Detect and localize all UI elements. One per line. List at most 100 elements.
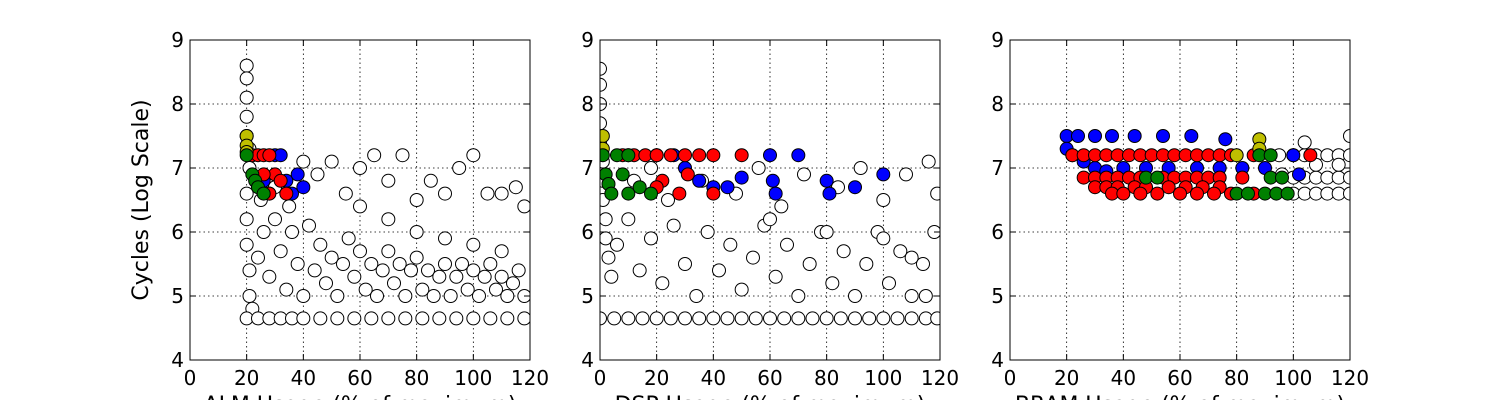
scatter-point [859,257,874,271]
scatter-point [438,186,452,201]
scatter-point [242,263,257,278]
scatter-point [1150,186,1165,201]
scatter-point [347,269,362,284]
scatter-point [930,311,940,326]
x-tick-label: 40 [291,366,316,390]
scatter-point [921,154,936,169]
scatter-point [398,311,413,326]
scatter-point [848,180,862,195]
scatter-point [381,212,396,227]
scatter-point [310,167,325,182]
scatter-point [916,257,930,271]
scatter-point [1286,148,1301,163]
scatter-point [409,250,424,265]
scatter-point [273,244,288,259]
scatter-point [358,282,373,297]
y-tick-label: 8 [171,92,184,116]
scatter-point [692,311,707,326]
scatter-point [1161,180,1176,195]
scatter-point [791,289,806,303]
scatter-point [1280,186,1295,201]
scatter-point [466,311,481,326]
scatter-point [353,199,367,214]
x-tick-label: 120 [511,366,549,390]
scatter-point [500,311,515,326]
scatter-point [282,199,297,214]
scatter-point [644,231,658,246]
scatter-point [341,231,356,246]
y-tick-label: 7 [991,156,1004,180]
scatter-point [797,167,811,182]
scatter-point [242,289,257,303]
scatter-point [678,148,692,163]
scatter-point [746,250,760,265]
scatter-point [876,193,891,207]
x-tick-label: 0 [1004,366,1017,390]
scatter-point [1297,135,1312,150]
scatter-point [848,289,862,303]
scatter-point [381,244,396,259]
scatter-point [649,311,664,326]
scatter-point [367,148,382,163]
scatter-point [364,257,379,271]
scatter-point [239,186,254,201]
scatter-point [819,173,834,188]
scatter-point [882,276,896,291]
scatter-point [876,311,891,326]
scatter-point [672,186,687,201]
scatter-point [381,173,396,188]
scatter-point [720,180,735,195]
scatter-point [290,257,305,271]
scatter-point [500,289,515,303]
scatter-point [774,199,789,214]
scatter-point [483,257,498,271]
scatter-point [918,289,933,303]
x-tick-label: 100 [1274,366,1312,390]
scatter-point [848,311,862,326]
scatter-point [600,116,607,131]
scatter-point [893,244,908,259]
scatter-point [663,148,678,163]
scatter-point [324,154,339,169]
scatter-point [466,148,481,163]
scatter-point [1229,148,1244,163]
scatter-point [1207,186,1221,201]
scatter-point [621,212,636,227]
scatter-point [395,148,410,163]
x-tick-label: 80 [814,366,839,390]
scatter-point [1343,170,1350,185]
scatter-point [890,311,905,326]
scatter-point [415,311,430,326]
scatter-point [392,257,407,271]
x-axis-label: DSP Usage (% of maximum) [615,393,926,400]
scatter-point [480,186,495,201]
scatter-point [262,148,277,163]
scatter-point [600,61,607,76]
chart-bram-usage: 0 20 40 60 80 100 120 4 5 6 7 8 9 BRAM Usage (% of ma… [991,28,1369,400]
scatter-point [734,170,749,185]
y-tick-label: 5 [581,284,594,308]
y-tick-label: 9 [581,28,594,52]
scatter-point [621,186,636,201]
scatter-point [494,269,509,284]
scatter-point [494,186,509,201]
scatter-point [621,311,636,326]
scatter-point [777,311,792,326]
scatter-point [477,269,492,284]
scatter-point [836,244,851,259]
scatter-point [899,167,913,182]
scatter-point [661,193,675,207]
scatter-point [763,148,777,163]
scatter-point [692,173,707,188]
y-tick-label: 6 [581,220,594,244]
scatter-point [734,311,749,326]
scatter-point [791,148,806,163]
scatter-point [517,199,530,214]
scatter-point [449,269,464,284]
scatter-point [466,237,481,252]
y-tick-label: 5 [991,284,1004,308]
x-tick-label: 0 [184,366,197,390]
scatter-point [1156,129,1170,143]
scatter-point [1127,129,1142,143]
